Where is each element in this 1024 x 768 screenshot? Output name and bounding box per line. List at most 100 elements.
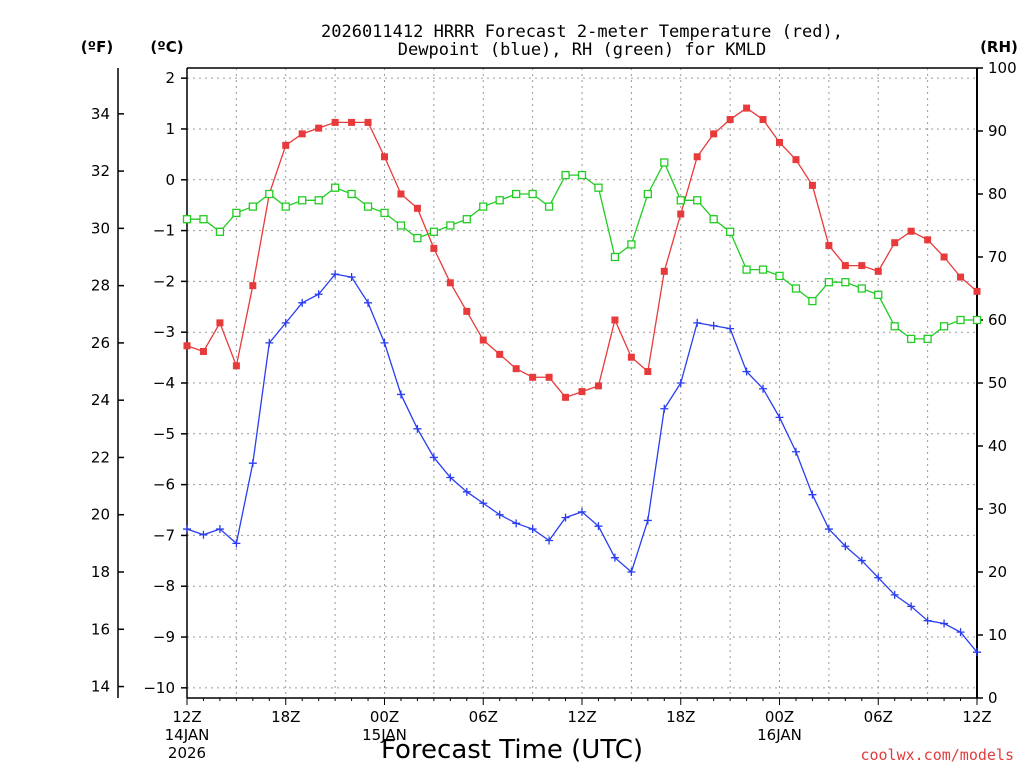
x-tick-label: 18Z	[666, 708, 695, 726]
fahrenheit-tick-label: 30	[91, 219, 110, 237]
fahrenheit-tick-label: 22	[91, 448, 110, 466]
dewpoint-point	[775, 413, 784, 422]
temperature-point	[348, 118, 356, 126]
x-tick-label: 06Z	[469, 708, 498, 726]
dewpoint-point	[528, 525, 537, 534]
temperature-point	[413, 204, 421, 212]
rh-tick-label: 100	[988, 59, 1017, 77]
temperature-point	[249, 282, 257, 290]
dewpoint-point	[462, 487, 471, 496]
rh-point	[841, 278, 850, 287]
temperature-point	[957, 273, 965, 281]
temperature-point	[381, 153, 388, 161]
rh-point	[709, 215, 718, 224]
rh-point	[939, 322, 949, 331]
temperature-point	[463, 307, 471, 315]
rh-tick-label: 40	[988, 437, 1007, 455]
rh-point	[643, 189, 652, 199]
celsius-tick-label: 0	[165, 171, 175, 189]
temperature-point	[594, 382, 602, 390]
temperature-point	[825, 242, 833, 250]
temperature-point	[891, 239, 899, 247]
rh-point	[660, 158, 669, 167]
temperature-point	[907, 227, 915, 235]
x-tick-label: 00Z	[765, 708, 794, 726]
temperature-point	[710, 130, 718, 138]
dewpoint-point	[215, 525, 224, 534]
temperature-point	[611, 316, 619, 324]
dewpoint-point	[742, 367, 751, 376]
temperature-point	[759, 116, 767, 124]
celsius-tick-label: 2	[165, 69, 175, 87]
rh-point	[347, 189, 356, 199]
dewpoint-point	[594, 522, 603, 531]
temperature-point	[183, 342, 191, 350]
temperature-point	[660, 267, 668, 275]
dewpoint-point	[660, 404, 669, 413]
dewpoint-point	[429, 453, 438, 462]
temperature-point	[562, 393, 570, 401]
dewpoint-point	[183, 525, 191, 534]
temperature-point	[545, 373, 553, 381]
dewpoint-point	[380, 338, 389, 347]
temperature-point	[446, 279, 454, 287]
fahrenheit-tick-label: 32	[91, 162, 110, 180]
x-tick-label: 00Z	[370, 708, 399, 726]
chart-title-line1: 2026011412 HRRR Forecast 2-meter Tempera…	[321, 22, 843, 42]
temperature-point	[792, 156, 800, 164]
dewpoint-point	[314, 290, 323, 299]
dewpoint-point	[824, 525, 833, 534]
rh-tick-label: 80	[988, 185, 1007, 203]
celsius-tick-label: −7	[153, 526, 175, 544]
celsius-tick-label: −1	[153, 222, 175, 240]
dewpoint-point	[907, 602, 916, 611]
dewpoint-point	[331, 270, 340, 279]
dewpoint-point	[561, 513, 570, 522]
temperature-point	[808, 181, 816, 189]
rh-tick-label: 30	[988, 500, 1007, 518]
rh-point	[182, 215, 192, 224]
dewpoint-point	[808, 490, 817, 499]
fahrenheit-tick-label: 18	[91, 563, 110, 581]
temperature-point	[364, 118, 372, 126]
rh-tick-label: 20	[988, 563, 1007, 581]
rh-point	[972, 315, 982, 325]
dewpoint-point	[347, 273, 356, 282]
celsius-tick-label: −3	[153, 323, 175, 341]
x-tick-sublabel: 14JAN	[165, 726, 210, 744]
rh-point	[396, 221, 406, 230]
celsius-tick-label: −4	[153, 374, 175, 392]
temperature-point	[743, 104, 751, 112]
dewpoint-point	[610, 553, 619, 562]
rh-point	[281, 202, 290, 211]
dewpoint-point	[512, 519, 521, 528]
temperature-point	[512, 365, 520, 373]
temperature-point	[331, 118, 339, 126]
rh-point	[199, 215, 208, 224]
dewpoint-point	[759, 384, 768, 393]
rh-point	[298, 196, 307, 205]
rh-point	[824, 278, 834, 287]
series	[182, 104, 982, 657]
rh-point	[676, 196, 685, 205]
temperature-point	[397, 190, 405, 198]
dewpoint-point	[841, 542, 850, 551]
unit-rh: (RH)	[980, 38, 1018, 56]
dewpoint-point	[281, 318, 290, 327]
rh-point	[775, 271, 784, 281]
rh-point	[512, 189, 521, 199]
rh-point	[429, 227, 439, 236]
rh-point	[561, 170, 570, 180]
temperature-point	[479, 336, 487, 344]
fahrenheit-tick-label: 14	[91, 678, 110, 696]
axes: 1416182022242628303234−10−9−8−7−6−5−4−3−…	[91, 59, 1017, 762]
dewpoint-point	[923, 616, 932, 625]
rh-point	[265, 189, 274, 199]
dewpoint-point	[973, 648, 981, 657]
dewpoint-point	[627, 568, 636, 576]
rh-point	[610, 252, 620, 262]
rh-point	[215, 227, 225, 236]
rh-tick-label: 90	[988, 122, 1007, 140]
